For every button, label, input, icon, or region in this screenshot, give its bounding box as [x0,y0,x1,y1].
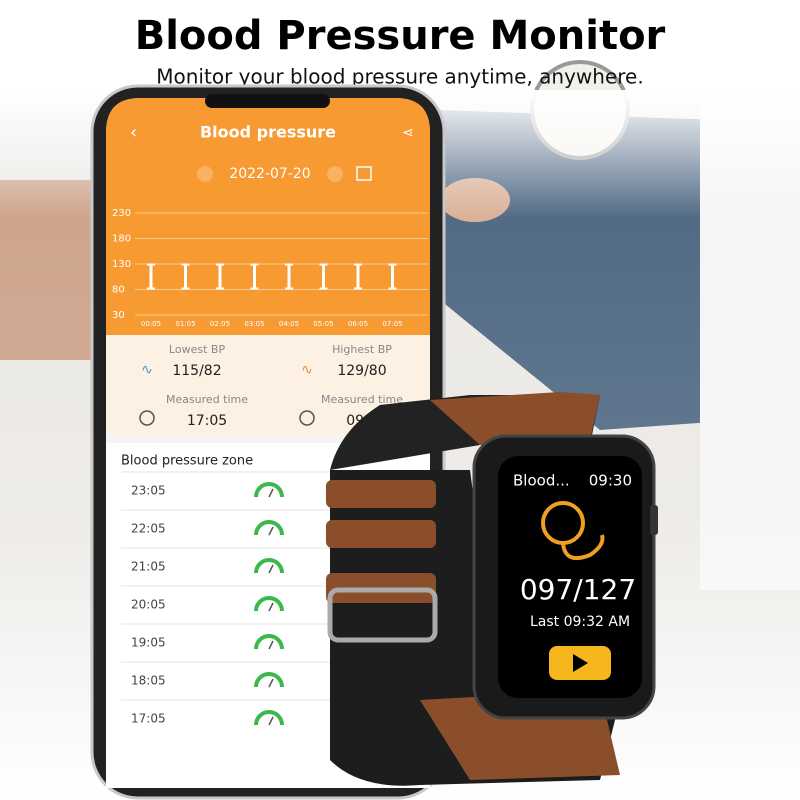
zone-time: 21:05 [131,560,166,574]
high-icon: ∿ [301,362,313,378]
watch-label: Blood... [513,472,570,490]
calendar-icon[interactable] [356,166,372,181]
x-tick-label: 04:05 [279,320,299,328]
strap-top-brown [430,392,600,445]
stat-label: Highest BP [332,343,392,356]
clock-icon [299,410,315,426]
watch-time: 09:30 [589,472,632,490]
zone-time: 19:05 [131,636,166,650]
stats: Lowest BP 115/82 Highest BP 129/80 Measured … [166,343,403,429]
strap-loop [326,520,436,548]
y-tick-label: 80 [112,285,125,296]
zone-time: 18:05 [131,674,166,688]
x-tick-label: 01:05 [175,320,195,328]
share-icon[interactable]: ⋖ [402,125,414,141]
clock-icon [139,410,155,426]
play-icon [573,654,588,672]
strap-loop [326,480,436,508]
buckle [327,587,438,643]
x-tick-label: 05:05 [313,320,333,328]
zone-time: 17:05 [131,712,166,726]
zone-time: 22:05 [131,522,166,536]
screen-title: Blood pressure [200,123,336,142]
watch-screen [498,456,642,698]
x-tick-label: 02:05 [210,320,230,328]
zone-gauge [254,482,284,498]
next-day[interactable] [327,166,343,182]
date: 2022-07-20 [229,166,310,182]
zone-needle [268,602,274,612]
bp-icon-tube [561,534,605,560]
zone-needle [268,488,274,498]
zone-gauge [254,596,284,612]
zone-time: 23:05 [131,484,166,498]
x-tick-label: 03:05 [244,320,264,328]
notch [205,94,330,108]
stat-value: 115/82 [172,363,221,379]
zone-needle [268,564,274,574]
zone-gauge [254,672,284,688]
zone-time: 20:05 [131,598,166,612]
stat-value: 17:05 [187,413,227,429]
low-icon: ∿ [141,362,153,378]
watch-reading: 097/127 [520,573,636,606]
zone-gauge [254,558,284,574]
zone-needle [268,526,274,536]
crown[interactable] [650,505,658,535]
stat-label: Measured time [321,393,403,406]
zone-needle [268,716,274,726]
y-tick-label: 130 [112,259,131,270]
zone-title: Blood pressure zone [121,454,253,469]
zone-gauge [254,634,284,650]
stat-label: Measured time [166,393,248,406]
zone-gauge [254,520,284,536]
y-tick-label: 230 [112,208,131,219]
zone-needle [268,678,274,688]
title: Blood Pressure Monitor [135,13,666,59]
prev-day[interactable] [197,166,213,182]
x-tick-label: 06:05 [348,320,368,328]
back-icon[interactable]: ‹ [130,122,137,143]
bp-chart: 230 180 130 80 30 00:05 01:05 02:05 03:05 04:05 05… [112,208,428,328]
watch-last: Last 09:32 AM [530,614,630,630]
y-tick-label: 180 [112,234,131,245]
x-tick-label: 07:05 [382,320,402,328]
stat-label: Lowest BP [169,343,226,356]
x-tick-label: 00:05 [141,320,161,328]
stat-value: 129/80 [337,363,386,379]
zone-gauge [254,710,284,726]
y-tick-label: 30 [112,310,125,321]
zone-needle [268,640,274,650]
